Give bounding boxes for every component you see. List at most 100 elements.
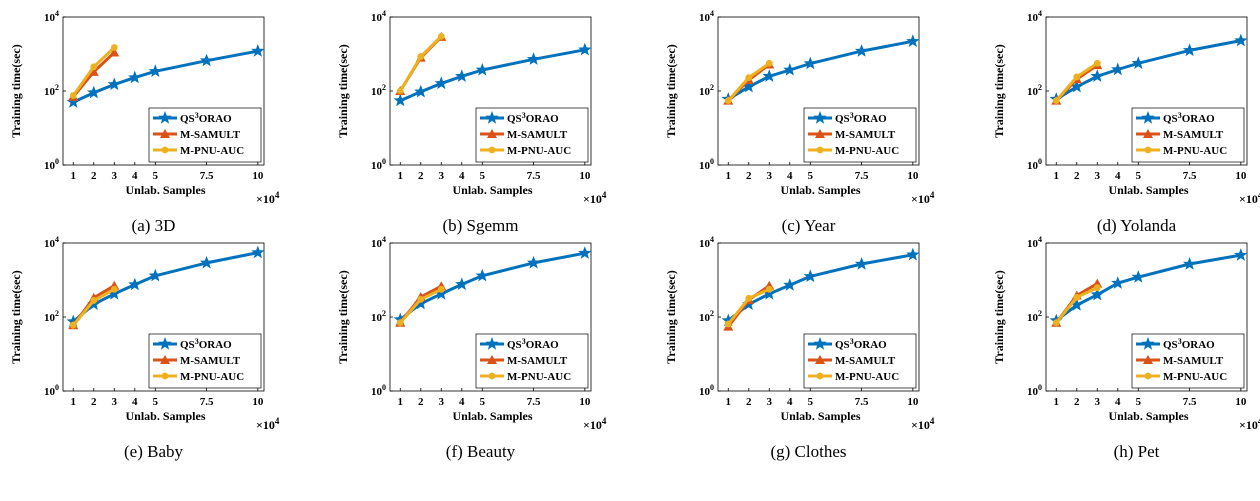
y-tick-label: 102 xyxy=(699,83,714,98)
subplot-6: 1 2 3 4 5 7.5 10 100 102 104 Unlab. Samples ×104 Tra… xyxy=(336,235,607,461)
x-tick-label: 3 xyxy=(112,170,118,182)
x-multiplier: ×104 xyxy=(583,190,607,206)
legend-label: M-PNU-AUC xyxy=(1163,145,1227,157)
data-point xyxy=(721,313,735,327)
x-tick-label: 1 xyxy=(726,396,732,408)
y-tick-label: 100 xyxy=(1027,157,1042,172)
x-tick-label: 1 xyxy=(71,396,77,408)
legend-marker xyxy=(487,355,497,364)
subplot-caption: (a) 3D xyxy=(132,216,176,235)
legend-label: M-SAMULT xyxy=(1163,129,1224,141)
subplot-caption: (d) Yolanda xyxy=(1097,216,1177,235)
x-tick-label: 1 xyxy=(71,170,77,182)
x-tick-label: 5 xyxy=(1136,396,1142,408)
data-point xyxy=(803,269,817,283)
legend-label: QS3ORAO xyxy=(1163,337,1215,351)
y-tick-label: 102 xyxy=(44,309,59,324)
y-tick-label: 104 xyxy=(699,9,714,24)
x-tick-label: 2 xyxy=(746,396,752,408)
y-tick-label: 100 xyxy=(699,157,714,172)
legend-label: M-PNU-AUC xyxy=(180,145,244,157)
x-tick-label: 4 xyxy=(1115,170,1121,182)
legend-label: QS3ORAO xyxy=(835,337,887,351)
x-tick-label: 3 xyxy=(1095,396,1101,408)
x-tick-label: 5 xyxy=(480,396,486,408)
data-point xyxy=(251,44,265,57)
y-tick-label: 104 xyxy=(699,235,714,250)
x-multiplier: ×104 xyxy=(583,416,607,432)
data-point xyxy=(393,93,407,107)
y-tick-label: 100 xyxy=(371,157,386,172)
data-point xyxy=(526,255,541,269)
data-point xyxy=(414,296,428,310)
y-tick-label: 104 xyxy=(371,9,386,24)
legend-label: QS3ORAO xyxy=(507,337,559,351)
data-point xyxy=(199,255,214,269)
y-tick-label: 100 xyxy=(699,383,714,398)
x-tick-label: 4 xyxy=(787,170,793,182)
x-tick-label: 4 xyxy=(132,396,138,408)
data-point xyxy=(1131,56,1145,69)
series-line-1 xyxy=(1055,39,1242,101)
legend-label: M-PNU-AUC xyxy=(835,371,899,383)
legend-marker xyxy=(816,372,824,380)
data-point xyxy=(88,66,99,76)
legend: QS3ORAO M-SAMULT M-PNU-AUC xyxy=(148,107,262,163)
y-tick-label: 104 xyxy=(44,235,59,250)
legend-label: M-PNU-AUC xyxy=(835,145,899,157)
data-point xyxy=(1111,276,1125,289)
x-multiplier: ×104 xyxy=(256,416,280,432)
x-tick-label: 3 xyxy=(439,170,445,182)
subplot-caption: (c) Year xyxy=(782,216,836,235)
legend: QS3ORAO M-SAMULT M-PNU-AUC xyxy=(475,333,589,389)
subplot-5: 1 2 3 4 5 7.5 10 100 102 104 Unlab. Samples ×104 Tra… xyxy=(9,235,280,461)
data-point xyxy=(128,70,142,84)
data-point xyxy=(128,277,142,291)
x-multiplier: ×104 xyxy=(256,190,280,206)
y-tick-label: 102 xyxy=(371,309,386,324)
data-point xyxy=(578,246,592,259)
data-point xyxy=(526,52,541,65)
data-point xyxy=(1052,319,1060,327)
x-tick-label: 2 xyxy=(1074,170,1080,182)
series-line-1 xyxy=(727,253,914,322)
x-tick-label: 2 xyxy=(91,396,97,408)
legend-marker xyxy=(815,129,825,138)
x-tick-label: 10 xyxy=(579,170,591,182)
y-tick-label: 100 xyxy=(1027,383,1042,398)
x-tick-label: 1 xyxy=(1054,170,1060,182)
subplot-caption: (h) Pet xyxy=(1114,442,1160,461)
x-axis-label: Unlab. Samples xyxy=(1108,183,1188,197)
legend-label: QS3ORAO xyxy=(180,337,232,351)
x-tick-label: 5 xyxy=(480,170,486,182)
x-tick-label: 3 xyxy=(112,396,118,408)
data-point xyxy=(148,64,162,77)
series-line-1 xyxy=(399,251,586,321)
x-tick-label: 4 xyxy=(132,170,138,182)
legend-marker xyxy=(485,337,499,350)
legend-label: QS3ORAO xyxy=(1163,111,1215,125)
x-tick-label: 4 xyxy=(459,170,465,182)
data-point xyxy=(437,32,445,40)
series-line-1 xyxy=(727,39,914,101)
x-tick-label: 5 xyxy=(1136,170,1142,182)
data-point xyxy=(1070,79,1084,93)
data-point xyxy=(414,84,428,98)
data-point xyxy=(1090,69,1104,82)
data-point xyxy=(396,87,404,95)
data-point xyxy=(66,95,80,108)
legend-marker xyxy=(488,372,496,380)
x-tick-label: 2 xyxy=(91,170,97,182)
series-line-1 xyxy=(399,48,586,102)
subplot-caption: (g) Clothes xyxy=(770,442,846,461)
data-point xyxy=(724,320,732,328)
x-tick-label: 1 xyxy=(398,170,404,182)
legend-label: M-SAMULT xyxy=(1163,355,1224,367)
data-point xyxy=(854,257,869,270)
y-tick-label: 102 xyxy=(1027,309,1042,324)
y-tick-label: 102 xyxy=(44,83,59,98)
legend-marker xyxy=(487,129,497,138)
legend-label: M-PNU-AUC xyxy=(507,145,571,157)
legend-marker xyxy=(1144,146,1152,154)
x-tick-label: 10 xyxy=(579,396,591,408)
